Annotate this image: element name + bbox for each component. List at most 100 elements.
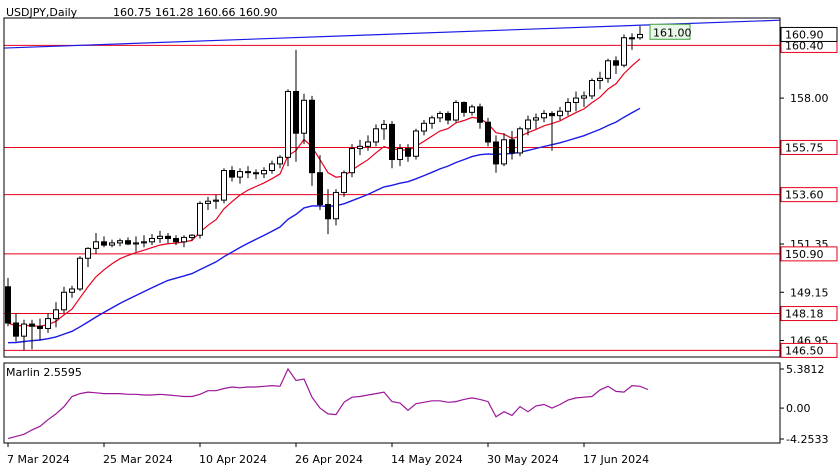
candle[interactable]	[381, 120, 387, 140]
candle[interactable]	[509, 131, 515, 160]
candle[interactable]	[109, 239, 115, 248]
candle[interactable]	[37, 318, 43, 341]
candle[interactable]	[77, 256, 83, 292]
marlin-oscillator-panel[interactable]	[7, 367, 649, 440]
candle[interactable]	[237, 168, 243, 184]
candle[interactable]	[141, 235, 147, 248]
candle-body-bull	[437, 112, 443, 119]
main-price-panel[interactable]: 161.00	[3, 19, 781, 351]
candle-body-bear	[477, 106, 483, 123]
candle[interactable]	[493, 135, 499, 173]
candle-body-bull	[541, 112, 547, 119]
candle[interactable]	[269, 160, 275, 174]
candle[interactable]	[53, 302, 59, 328]
candle[interactable]	[285, 89, 291, 167]
candle[interactable]	[93, 233, 99, 254]
level-label: 160.40	[785, 39, 824, 52]
candle[interactable]	[453, 100, 459, 123]
candle-body-bear	[325, 204, 331, 220]
candle[interactable]	[61, 286, 67, 314]
slow-moving-average-line[interactable]	[7, 107, 641, 344]
candle[interactable]	[637, 26, 643, 40]
candle[interactable]	[461, 101, 467, 117]
candle[interactable]	[317, 155, 323, 210]
candle[interactable]	[389, 121, 395, 169]
candle[interactable]	[397, 144, 403, 167]
candle[interactable]	[253, 169, 259, 180]
candle[interactable]	[69, 285, 75, 298]
candle[interactable]	[117, 238, 123, 247]
candle-body-bear	[309, 99, 315, 174]
candle[interactable]	[309, 95, 315, 186]
candle[interactable]	[597, 71, 603, 90]
candle[interactable]	[85, 247, 91, 268]
candle[interactable]	[165, 233, 171, 243]
candle[interactable]	[557, 106, 563, 121]
candle[interactable]	[405, 144, 411, 162]
candle[interactable]	[325, 189, 331, 235]
candle[interactable]	[437, 111, 443, 123]
candle[interactable]	[565, 98, 571, 116]
candle-body-bull	[397, 148, 403, 161]
candle[interactable]	[349, 144, 355, 178]
candle[interactable]	[621, 34, 627, 68]
candle[interactable]	[469, 104, 475, 116]
candle[interactable]	[413, 128, 419, 160]
candle[interactable]	[245, 166, 251, 179]
candle[interactable]	[301, 93, 307, 145]
candle-body-bull	[421, 122, 427, 132]
candle[interactable]	[125, 237, 131, 246]
candle[interactable]	[5, 278, 11, 327]
candle[interactable]	[421, 120, 427, 136]
candle[interactable]	[293, 49, 299, 162]
candle[interactable]	[589, 78, 595, 100]
candle[interactable]	[429, 115, 435, 129]
candle-body-bull	[333, 191, 339, 220]
candle[interactable]	[365, 135, 371, 151]
candle[interactable]	[197, 201, 203, 239]
candle[interactable]	[21, 319, 27, 351]
candle[interactable]	[157, 230, 163, 243]
fast-moving-average-line[interactable]	[7, 58, 641, 327]
candle[interactable]	[373, 124, 379, 147]
candle-body-bull	[237, 171, 243, 178]
candle[interactable]	[149, 234, 155, 246]
candle[interactable]	[229, 166, 235, 182]
candle[interactable]	[581, 91, 587, 107]
candle[interactable]	[501, 133, 507, 167]
candle[interactable]	[549, 111, 555, 151]
candle[interactable]	[101, 236, 107, 248]
candle[interactable]	[525, 115, 531, 136]
candle[interactable]	[341, 170, 347, 197]
candle[interactable]	[573, 91, 579, 112]
candle[interactable]	[213, 194, 219, 209]
candle[interactable]	[605, 58, 611, 83]
candle[interactable]	[45, 313, 51, 333]
candle[interactable]	[613, 56, 619, 74]
marlin-oscillator-line[interactable]	[7, 367, 649, 440]
candle[interactable]	[173, 235, 179, 246]
candle[interactable]	[189, 234, 195, 241]
candle[interactable]	[221, 168, 227, 204]
candle[interactable]	[29, 319, 35, 350]
candle[interactable]	[477, 103, 483, 129]
candle[interactable]	[541, 110, 547, 123]
candle[interactable]	[205, 196, 211, 210]
candle[interactable]	[261, 167, 267, 179]
candle[interactable]	[333, 189, 339, 226]
candle[interactable]	[357, 139, 363, 156]
date-tick-label: 14 May 2024	[391, 453, 463, 466]
candle-body-bull	[413, 130, 419, 157]
candle[interactable]	[445, 111, 451, 125]
candle[interactable]	[485, 117, 491, 147]
candle[interactable]	[629, 33, 635, 50]
candle[interactable]	[133, 236, 139, 252]
candle-body-bull	[357, 145, 363, 150]
candle[interactable]	[181, 235, 187, 248]
candle[interactable]	[517, 126, 523, 157]
candle[interactable]	[533, 113, 539, 129]
candle[interactable]	[13, 313, 19, 342]
candle[interactable]	[277, 155, 283, 169]
